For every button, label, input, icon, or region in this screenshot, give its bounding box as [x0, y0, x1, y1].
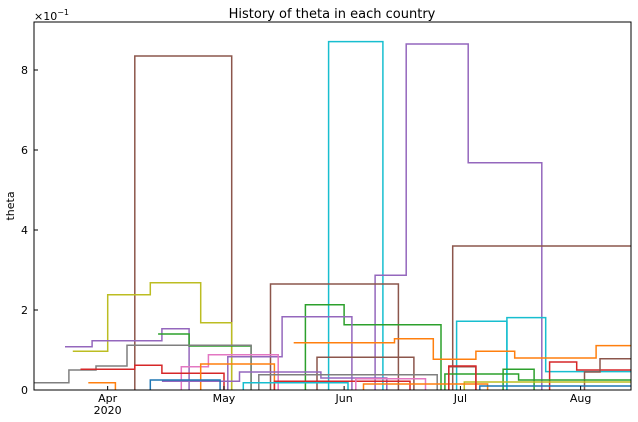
- y-tick-label-4: 6: [21, 144, 28, 157]
- series-line-9: [227, 316, 353, 390]
- series-line-14: [34, 344, 252, 390]
- series-line-31: [463, 381, 631, 390]
- x-tick-label-5: Aug: [570, 392, 591, 405]
- series-line-16: [80, 364, 225, 390]
- y-tick-label-1: 0: [21, 384, 28, 397]
- series-line-8: [65, 328, 190, 390]
- series-line-29: [149, 379, 221, 390]
- series-line-22: [199, 363, 276, 390]
- series-line-4: [451, 245, 631, 390]
- series-line-27: [273, 380, 411, 390]
- series-line-12: [293, 338, 631, 360]
- series-line-30: [242, 382, 349, 390]
- x-tick-label-1: Apr: [98, 392, 118, 405]
- series-line-32: [362, 383, 489, 390]
- series-line-20: [583, 358, 631, 390]
- series-line-34: [448, 365, 477, 390]
- y-tick-label-5: 8: [21, 64, 28, 77]
- series-line-2: [327, 40, 384, 390]
- series-line-11: [506, 316, 631, 390]
- y-tick-label-3: 4: [21, 224, 28, 237]
- series-line-6: [72, 282, 233, 390]
- series-layer: [34, 40, 631, 390]
- series-line-1: [134, 55, 233, 390]
- series-line-15: [180, 354, 279, 390]
- y-scale-base: ×10: [34, 10, 57, 23]
- series-line-5: [269, 283, 400, 390]
- x-tick-sublabel-1: 2020: [94, 404, 122, 417]
- y-scale-factor: ×10−1: [34, 8, 69, 23]
- series-line-23: [444, 373, 631, 390]
- series-line-21: [88, 382, 117, 390]
- series-line-17: [548, 361, 631, 390]
- chart-title: History of theta in each country: [229, 7, 436, 22]
- series-line-24: [502, 368, 535, 390]
- x-tick-label-2: May: [213, 392, 236, 405]
- x-tick-label-4: Jul: [453, 392, 467, 405]
- series-line-25: [161, 371, 388, 390]
- x-tick-label-3: Jun: [335, 392, 353, 405]
- series-line-7: [304, 304, 442, 390]
- series-line-3: [374, 43, 543, 390]
- series-line-18: [316, 356, 415, 390]
- y-axis-label: theta: [4, 191, 17, 220]
- plot-frame: [33, 21, 632, 391]
- series-line-10: [455, 320, 508, 390]
- y-scale-exponent: −1: [57, 8, 69, 17]
- y-tick-label-2: 2: [21, 304, 28, 317]
